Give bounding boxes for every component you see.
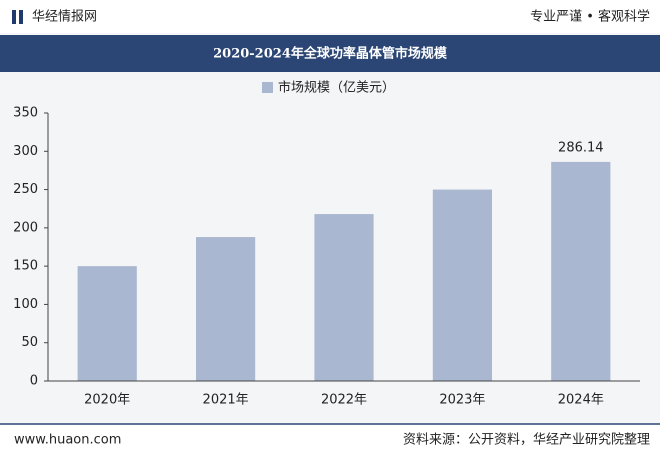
x-tick-label: 2020年 [84,393,130,408]
bar [314,214,374,381]
y-tick-label: 250 [13,182,38,197]
y-tick-label: 200 [13,220,38,235]
slogan: 专业严谨 • 客观科学 [530,9,650,25]
bar [551,161,611,381]
data-label: 286.14 [558,140,604,155]
y-tick-label: 0 [30,374,38,389]
y-tick-label: 150 [13,259,38,274]
legend-swatch [262,82,273,93]
x-tick-label: 2022年 [321,393,367,408]
y-tick-label: 350 [13,106,38,121]
chart-title: 2020-2024年全球功率晶体管市场规模 [213,46,448,62]
bar [77,266,137,381]
x-tick-label: 2024年 [558,393,604,408]
title-bar [0,35,660,72]
logo [12,10,16,24]
bar [196,237,256,381]
footer-site: www.huaon.com [14,433,121,448]
logo [19,10,23,24]
legend-label: 市场规模（亿美元） [278,80,395,96]
y-tick-label: 50 [21,335,38,350]
y-tick-label: 300 [13,144,38,159]
x-tick-label: 2023年 [439,393,485,408]
footer-bar [0,424,660,459]
header-bar [0,0,660,33]
footer-source: 资料来源：公开资料，华经产业研究院整理 [403,433,650,448]
x-tick-label: 2021年 [203,393,249,408]
y-tick-label: 100 [13,297,38,312]
bar [432,189,492,381]
brand: 华经情报网 [32,10,97,25]
